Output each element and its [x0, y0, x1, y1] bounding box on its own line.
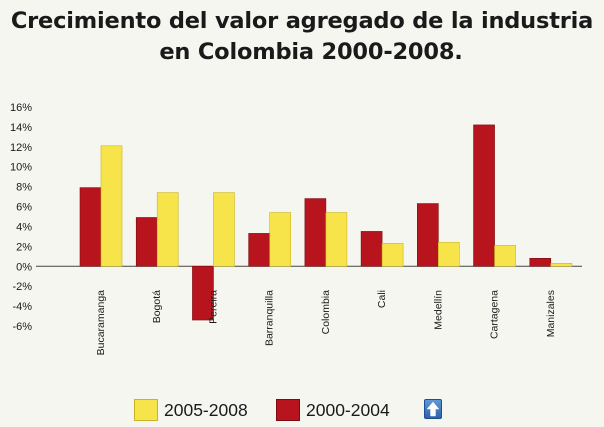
x-category-label: Colombia	[320, 290, 332, 335]
y-tick-label: 4%	[16, 221, 32, 233]
bar-2000-2004	[417, 203, 439, 267]
y-tick-label: 10%	[10, 162, 32, 174]
bar-2000-2004	[192, 265, 214, 321]
bar-2000-2004	[360, 231, 383, 267]
bar-2000-2004	[473, 124, 495, 267]
y-tick-label: 2%	[16, 241, 32, 253]
y-tick-label: 14%	[10, 122, 32, 134]
x-category-label: Cartagena	[489, 290, 501, 339]
bar-2005-2008	[381, 243, 404, 267]
y-tick-label: 6%	[16, 202, 32, 214]
x-category-label: Medellín	[432, 290, 444, 330]
y-tick-label: 12%	[10, 142, 32, 154]
y-tick-label: -4%	[12, 301, 32, 313]
bar-2000-2004	[304, 198, 327, 267]
y-tick-label: -6%	[12, 321, 32, 333]
x-category-label: Bucaramanga	[95, 290, 107, 356]
chart-title-line-1: Crecimiento del valor agregado de la ind…	[10, 8, 594, 34]
y-tick-label: -2%	[12, 281, 32, 293]
bar-2000-2004	[248, 233, 270, 267]
x-category-label: Pereira	[207, 290, 219, 324]
chart-title-line-2: en Colombia 2000-2008.	[159, 39, 463, 65]
x-category-label: Manizales	[545, 290, 557, 337]
x-category-label: Bogotá	[151, 290, 163, 323]
bar-2005-2008	[494, 245, 516, 267]
bar-2005-2008	[213, 192, 235, 267]
bar-2000-2004	[79, 187, 102, 267]
x-category-label: Barranquilla	[264, 290, 276, 346]
bar-2005-2008	[438, 242, 460, 267]
bar-2005-2008	[550, 262, 573, 267]
bar-2005-2008	[156, 192, 179, 267]
chart-title: Crecimiento del valor agregado de la ind…	[0, 6, 604, 68]
y-tick-label: 8%	[16, 182, 32, 194]
bar-2005-2008	[100, 145, 123, 267]
y-tick-label: 16%	[10, 102, 32, 114]
bar-2000-2004	[135, 217, 158, 267]
bar-2005-2008	[325, 212, 348, 267]
bar-2005-2008	[269, 212, 291, 267]
bar-2000-2004	[529, 258, 552, 267]
x-category-label: Cali	[376, 290, 388, 308]
y-tick-label: 0%	[16, 261, 32, 273]
